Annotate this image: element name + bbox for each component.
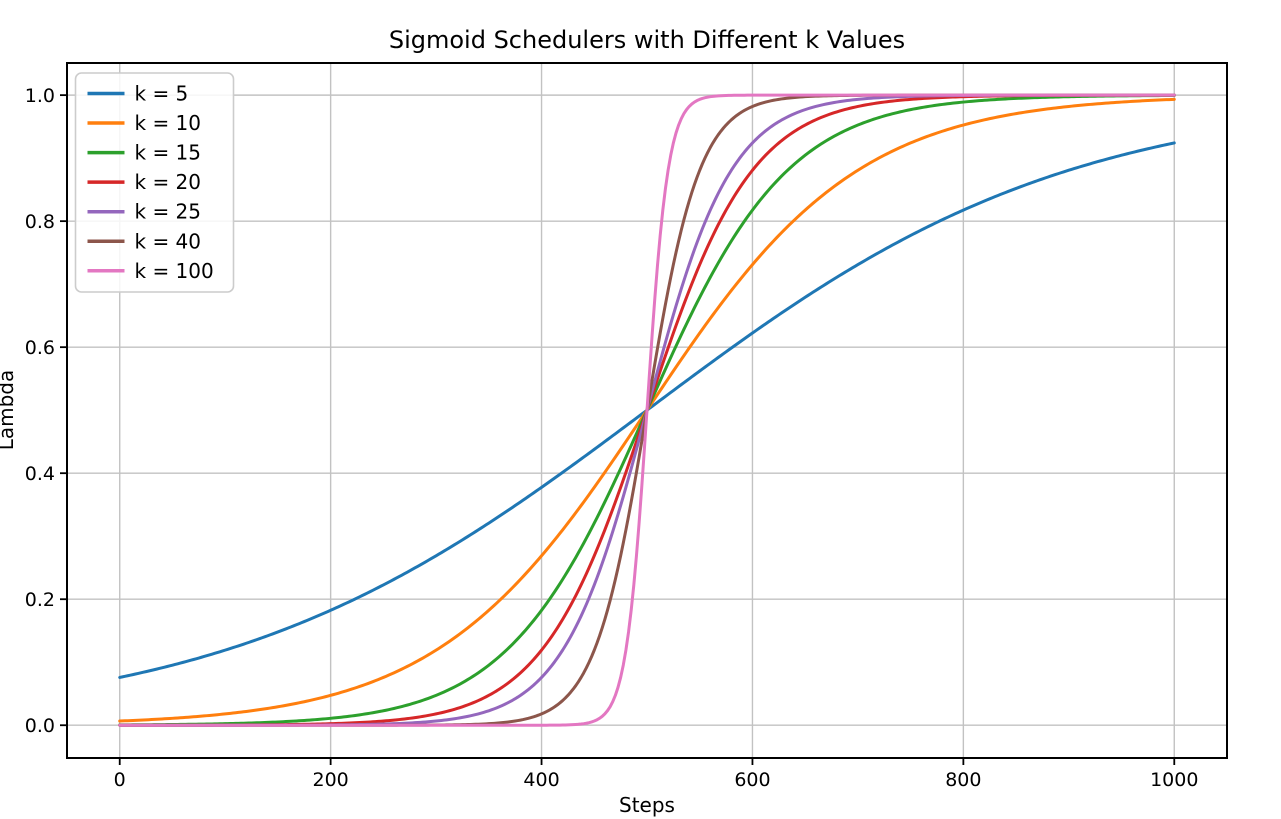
y-tick-label: 0.6 [25,337,55,359]
legend-box [74,72,235,293]
legend-label: k = 10 [135,111,202,135]
legend-label: k = 15 [135,141,202,165]
x-tick-label: 800 [945,769,981,791]
x-tick-label: 0 [114,769,126,791]
legend-label: k = 25 [135,200,202,224]
y-tick-label: 0.0 [25,715,55,737]
y-tick-label: 0.8 [25,211,55,233]
y-tick-label: 0.4 [25,463,55,485]
axis-ticks: 0 200 400 600 800 1000 0.0 0.2 0.4 0.6 0.8 1.0 [25,85,1199,791]
legend-label: k = 5 [135,82,189,106]
axes-spines [66,62,1228,759]
chart-title: Sigmoid Schedulers with Different k Valu… [389,26,905,54]
y-tick-label: 1.0 [25,85,55,107]
y-axis-label: Lambda [0,370,18,451]
x-tick-label: 200 [313,769,349,791]
x-tick-label: 1000 [1150,769,1198,791]
x-axis-label: Steps [619,793,675,817]
legend-label: k = 20 [135,170,202,194]
legend: k = 5 k = 10 k = 15 k = 20 k = 25 k = 40 k = 1… [74,72,235,293]
y-tick-label: 0.2 [25,589,55,611]
curve-lines [118,93,1176,727]
x-tick-label: 400 [523,769,559,791]
legend-label: k = 100 [135,259,214,283]
legend-label: k = 40 [135,229,202,253]
x-tick-label: 600 [734,769,770,791]
curve-k=100 [118,93,1176,727]
